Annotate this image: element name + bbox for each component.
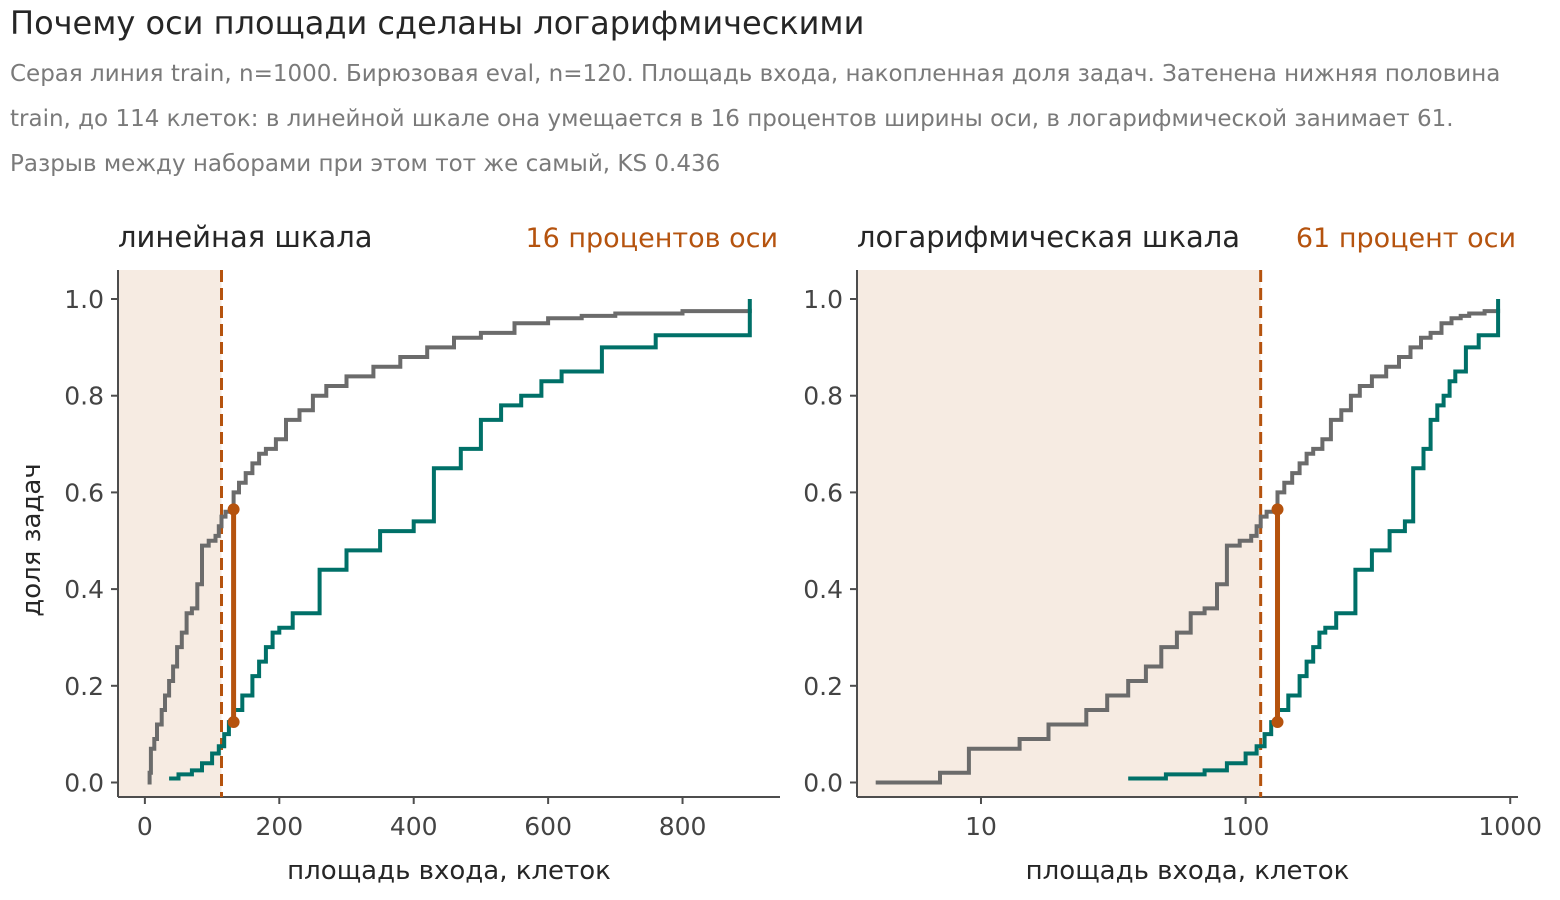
- log-series-eval: [1128, 299, 1501, 781]
- panel-linear: 0.0 0.2 0.4 0.6 0.8 1.0 0 200 400 600 800 линейная …: [64, 220, 780, 886]
- linear-ks-gap-point-high: [227, 503, 240, 516]
- panel-log: 0.0 0.2 0.4 0.6 0.8 1.0 10 100 1000 логарифмическ…: [803, 220, 1542, 886]
- log-x-axis-label: площадь входа, клеток: [1026, 856, 1350, 886]
- linear-x-tick-label: 600: [524, 812, 572, 841]
- log-y-tick-label: 0.6: [803, 478, 843, 507]
- log-ks-gap-point-low: [1271, 716, 1284, 729]
- linear-y-tick-label: 0.8: [64, 382, 104, 411]
- linear-x-tick-label: 800: [659, 812, 707, 841]
- page-title: Почему оси площади сделаны логарифмическ…: [10, 4, 865, 42]
- log-panel-title: логарифмическая шкала: [857, 220, 1240, 254]
- linear-y-tick-label: 0.6: [64, 478, 104, 507]
- linear-annotation: 16 процентов оси: [525, 223, 778, 254]
- y-axis-label: доля задач: [17, 463, 47, 616]
- log-y-tick-label: 0.2: [803, 672, 843, 701]
- linear-y-tick-label: 1.0: [64, 285, 104, 314]
- log-shaded-region: [857, 270, 1261, 797]
- linear-series-eval: [169, 299, 752, 781]
- linear-x-tick-label: 200: [255, 812, 303, 841]
- linear-y-tick-label: 0.4: [64, 575, 104, 604]
- linear-series-train: [147, 308, 752, 785]
- log-x-tick-label: 1000: [1478, 812, 1542, 841]
- log-y-tick-label: 1.0: [803, 285, 843, 314]
- page-subtitle: Серая линия train, n=1000. Бирюзовая eva…: [10, 61, 1501, 177]
- linear-x-tick-label: 400: [390, 812, 438, 841]
- log-annotation: 61 процент оси: [1296, 223, 1516, 254]
- linear-y-tick-label: 0.2: [64, 672, 104, 701]
- linear-ks-gap-point-low: [227, 716, 240, 729]
- linear-y-tick-label: 0.0: [64, 768, 104, 797]
- log-x-tick-label: 10: [965, 812, 997, 841]
- log-x-tick-label: 100: [1222, 812, 1270, 841]
- linear-x-tick-label: 0: [137, 812, 153, 841]
- log-y-tick-label: 0.8: [803, 382, 843, 411]
- linear-panel-title: линейная шкала: [118, 220, 373, 254]
- linear-shaded-region: [118, 270, 222, 797]
- linear-x-axis-label: площадь входа, клеток: [287, 856, 611, 886]
- log-y-tick-label: 0.4: [803, 575, 843, 604]
- log-ks-gap-point-high: [1271, 503, 1284, 516]
- log-series-train: [875, 308, 1501, 785]
- log-y-tick-label: 0.0: [803, 768, 843, 797]
